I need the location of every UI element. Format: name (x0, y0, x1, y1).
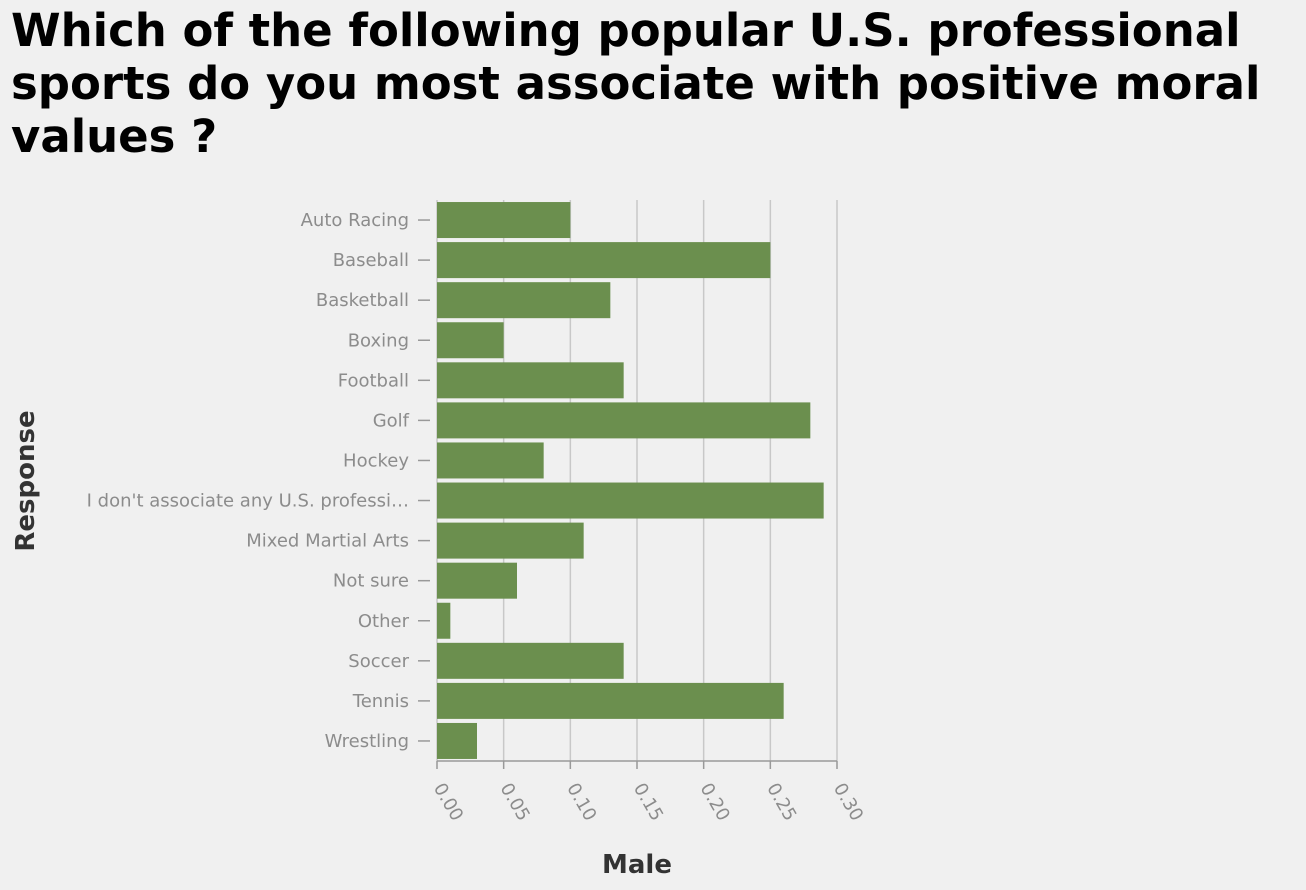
y-tick-label: Tennis (352, 691, 409, 712)
y-tick-label: Wrestling (325, 731, 409, 752)
x-tick-label: 0.10 (562, 779, 600, 824)
x-tick-label: 0.05 (496, 779, 534, 824)
y-tick-label: Basketball (316, 290, 409, 311)
bar (437, 202, 571, 239)
y-tick-label: Other (358, 611, 410, 632)
y-tick-label: I don't associate any U.S. professi… (87, 491, 409, 512)
bar (437, 362, 624, 399)
chart-title: Which of the following popular U.S. prof… (11, 4, 1261, 163)
bar (437, 562, 517, 599)
bar (437, 282, 611, 319)
bar (437, 482, 824, 519)
x-tick-label: 0.20 (696, 779, 734, 824)
bar (437, 322, 504, 359)
y-tick-label: Mixed Martial Arts (246, 531, 409, 552)
bar (437, 242, 771, 279)
y-tick-label: Football (338, 370, 409, 391)
y-axis-title: Response (11, 410, 41, 551)
y-tick-label: Hockey (343, 450, 409, 471)
y-tick-label: Not sure (333, 571, 409, 592)
bar (437, 642, 624, 679)
bar (437, 722, 477, 759)
y-axis: Auto Racing Baseball Basketball Boxing Footb… (87, 210, 430, 752)
bar (437, 682, 784, 719)
y-tick-label: Auto Racing (301, 210, 409, 231)
x-tick-label: 0.30 (829, 779, 867, 824)
y-tick-label: Golf (373, 410, 410, 431)
bar (437, 402, 811, 439)
x-tick-label: 0.00 (429, 779, 467, 824)
bars (437, 202, 824, 759)
x-axis-title: Male (602, 850, 672, 880)
x-axis: 0.00 0.05 0.10 0.15 0.20 0.25 0.30 (429, 760, 867, 825)
bar (437, 522, 584, 559)
bar (437, 442, 544, 479)
y-tick-label: Baseball (333, 250, 409, 271)
x-tick-label: 0.15 (629, 779, 667, 824)
y-tick-label: Soccer (348, 651, 409, 672)
y-tick-label: Boxing (348, 330, 409, 351)
bar (437, 602, 451, 639)
x-tick-label: 0.25 (762, 779, 800, 824)
